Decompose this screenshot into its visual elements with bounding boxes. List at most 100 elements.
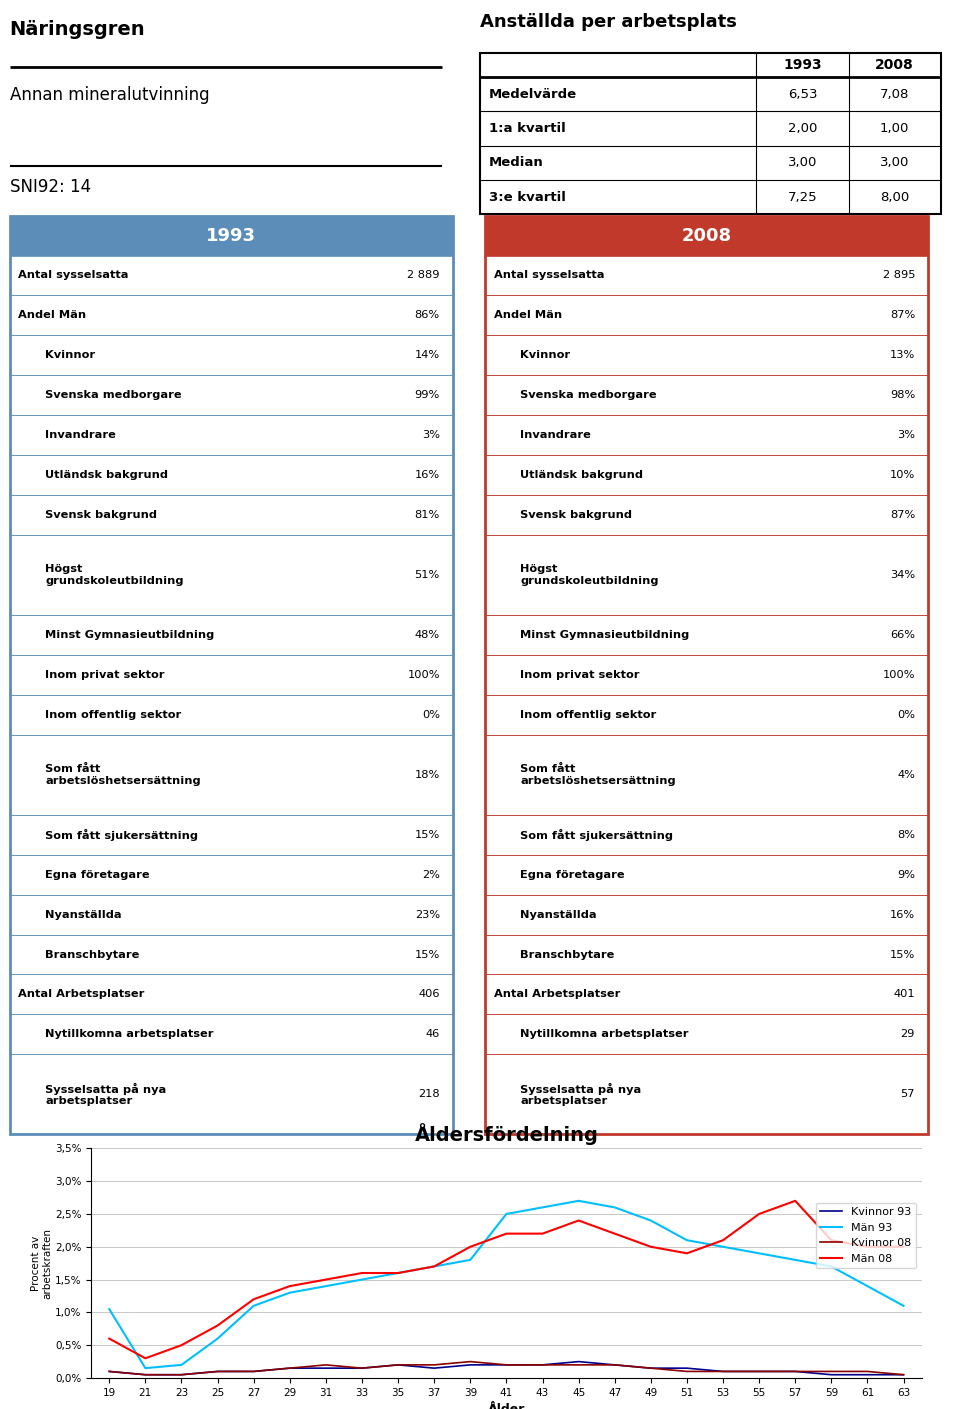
Line: Män 93: Män 93 [109, 1200, 903, 1368]
Text: 86%: 86% [415, 310, 440, 320]
Kvinnor 93 [573, 1353, 585, 1370]
Text: Annan mineralutvinning: Annan mineralutvinning [10, 86, 209, 104]
FancyBboxPatch shape [485, 695, 928, 735]
X-axis label: Ålder: Ålder [488, 1403, 525, 1409]
Text: Andel Män: Andel Män [493, 310, 562, 320]
Män 93 [212, 1330, 224, 1347]
Text: Antal sysselsatta: Antal sysselsatta [493, 271, 604, 280]
Text: Svenska medborgare: Svenska medborgare [520, 390, 657, 400]
Text: Invandrare: Invandrare [520, 430, 591, 440]
Text: 2 895: 2 895 [882, 271, 915, 280]
Text: 0%: 0% [897, 710, 915, 720]
Text: 29: 29 [900, 1030, 915, 1040]
FancyBboxPatch shape [10, 735, 453, 814]
Text: Nytillkomna arbetsplatser: Nytillkomna arbetsplatser [45, 1030, 213, 1040]
Text: 13%: 13% [890, 351, 915, 361]
Legend: Kvinnor 93, Män 93, Kvinnor 08, Män 08: Kvinnor 93, Män 93, Kvinnor 08, Män 08 [816, 1203, 916, 1268]
Män 93 [356, 1271, 368, 1288]
Män 93 [320, 1278, 331, 1295]
Y-axis label: Procent av
arbetskraften: Procent av arbetskraften [31, 1227, 52, 1299]
FancyBboxPatch shape [10, 535, 453, 614]
Kvinnor 93 [356, 1360, 368, 1377]
Män 08 [320, 1271, 331, 1288]
Text: 48%: 48% [415, 630, 440, 640]
Text: 98%: 98% [890, 390, 915, 400]
Text: 14%: 14% [415, 351, 440, 361]
Kvinnor 08 [717, 1363, 729, 1379]
Text: 100%: 100% [882, 669, 915, 681]
FancyBboxPatch shape [10, 1014, 453, 1054]
Text: 2,00: 2,00 [788, 123, 817, 135]
Text: Som fått
arbetslöshetsersättning: Som fått arbetslöshetsersättning [45, 764, 201, 786]
Text: 2008: 2008 [682, 227, 732, 245]
FancyBboxPatch shape [485, 255, 928, 296]
Text: 15%: 15% [415, 830, 440, 840]
FancyBboxPatch shape [10, 814, 453, 855]
Text: Sysselsatta på nya
arbetsplatser: Sysselsatta på nya arbetsplatser [520, 1082, 641, 1106]
Kvinnor 08 [176, 1367, 187, 1384]
FancyBboxPatch shape [10, 216, 453, 255]
Män 08 [645, 1239, 657, 1255]
FancyBboxPatch shape [10, 416, 453, 455]
Text: Svenska medborgare: Svenska medborgare [45, 390, 181, 400]
Text: Branschbytare: Branschbytare [45, 950, 139, 960]
FancyBboxPatch shape [485, 855, 928, 895]
Män 08 [212, 1317, 224, 1334]
Text: 16%: 16% [890, 910, 915, 920]
Män 93 [898, 1298, 909, 1315]
Text: Nytillkomna arbetsplatser: Nytillkomna arbetsplatser [520, 1030, 688, 1040]
Män 08 [176, 1337, 187, 1354]
Kvinnor 93 [465, 1357, 476, 1374]
Kvinnor 08 [139, 1367, 151, 1384]
FancyBboxPatch shape [10, 895, 453, 934]
Line: Män 08: Män 08 [109, 1200, 903, 1358]
Kvinnor 08 [356, 1360, 368, 1377]
Kvinnor 08 [826, 1363, 837, 1379]
Män 08 [284, 1278, 296, 1295]
Kvinnor 08 [284, 1360, 296, 1377]
Kvinnor 08 [393, 1357, 404, 1374]
FancyBboxPatch shape [10, 975, 453, 1014]
Text: Minst Gymnasieutbildning: Minst Gymnasieutbildning [45, 630, 214, 640]
Kvinnor 08 [754, 1363, 765, 1379]
Text: 7,25: 7,25 [788, 190, 817, 203]
FancyBboxPatch shape [10, 614, 453, 655]
Män 08 [537, 1226, 548, 1243]
FancyBboxPatch shape [485, 375, 928, 416]
Text: 87%: 87% [890, 310, 915, 320]
Text: 2%: 2% [422, 869, 440, 879]
Män 93 [862, 1278, 874, 1295]
Kvinnor 93 [826, 1367, 837, 1384]
Line: Kvinnor 08: Kvinnor 08 [109, 1361, 903, 1375]
Kvinnor 93 [212, 1363, 224, 1379]
Kvinnor 93 [645, 1360, 657, 1377]
Text: Median: Median [490, 156, 544, 169]
Text: 3,00: 3,00 [788, 156, 817, 169]
Kvinnor 08 [428, 1357, 440, 1374]
Kvinnor 93 [104, 1363, 115, 1379]
Text: 8%: 8% [897, 830, 915, 840]
Män 08 [104, 1330, 115, 1347]
Kvinnor 93 [609, 1357, 620, 1374]
FancyBboxPatch shape [10, 296, 453, 335]
Text: Högst
grundskoleutbildning: Högst grundskoleutbildning [520, 564, 659, 586]
Män 08 [501, 1226, 513, 1243]
Män 08 [356, 1264, 368, 1281]
FancyBboxPatch shape [485, 1014, 928, 1054]
FancyBboxPatch shape [485, 535, 928, 614]
FancyBboxPatch shape [485, 934, 928, 975]
Män 08 [682, 1246, 693, 1262]
Text: 15%: 15% [415, 950, 440, 960]
Kvinnor 08 [501, 1357, 513, 1374]
Män 93 [682, 1231, 693, 1248]
FancyBboxPatch shape [485, 455, 928, 495]
Text: 0%: 0% [421, 710, 440, 720]
Text: 3%: 3% [897, 430, 915, 440]
FancyBboxPatch shape [485, 335, 928, 375]
Män 08 [428, 1258, 440, 1275]
Text: 51%: 51% [415, 571, 440, 581]
Text: 23%: 23% [415, 910, 440, 920]
Text: Branschbytare: Branschbytare [520, 950, 614, 960]
Text: Andel Män: Andel Män [18, 310, 86, 320]
Text: Anställda per arbetsplats: Anställda per arbetsplats [480, 13, 737, 31]
